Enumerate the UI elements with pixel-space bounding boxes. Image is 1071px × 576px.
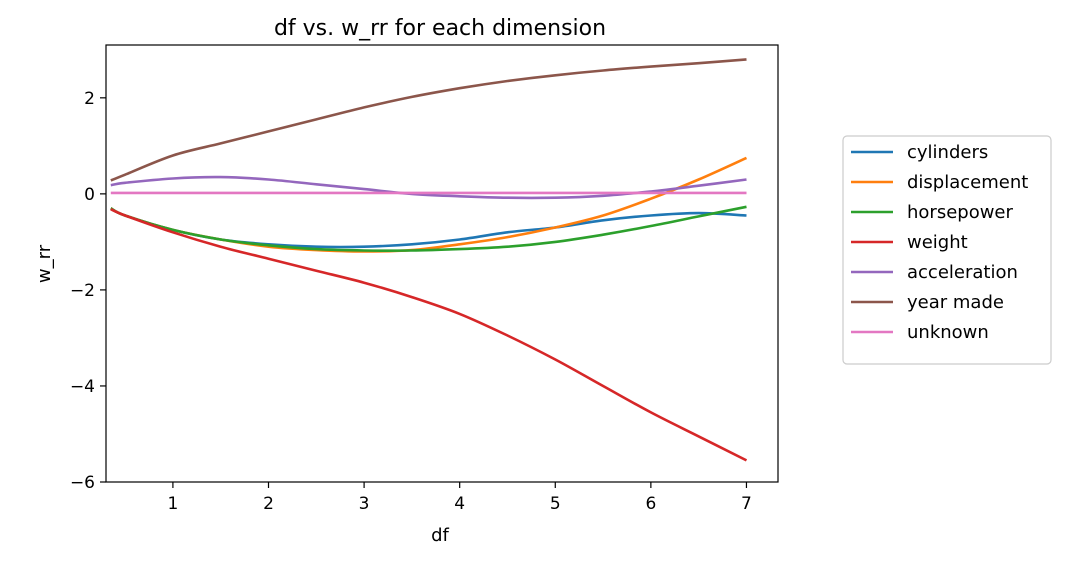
legend-label-year-made: year made — [907, 292, 1004, 313]
x-tick-label: 6 — [645, 494, 656, 514]
legend-label-acceleration: acceleration — [907, 262, 1018, 283]
plot-area: 1 2 3 4 5 6 7 −6 −4 −2 0 2 — [70, 44, 779, 514]
legend-box — [842, 135, 1052, 365]
series-line-weight — [110, 208, 748, 462]
axes-frame — [105, 44, 779, 483]
legend-label-weight: weight — [907, 232, 968, 253]
y-tick-label: −2 — [70, 281, 95, 301]
chart-title: df vs. w_rr for each dimension — [274, 16, 606, 41]
x-axis-label: df — [431, 525, 449, 546]
series-line-acceleration — [110, 175, 747, 200]
x-tick-label: 7 — [741, 494, 752, 514]
x-tick-label: 5 — [550, 494, 561, 514]
x-tick-label: 4 — [454, 494, 465, 514]
series-line-horsepower — [110, 205, 747, 253]
y-axis-label: w_rr — [34, 244, 55, 283]
y-tick-label: −6 — [70, 473, 95, 493]
y-tick-label: −4 — [70, 377, 95, 397]
x-tick-label: 2 — [263, 494, 274, 514]
legend-label-unknown: unknown — [907, 322, 989, 343]
x-tick-label: 1 — [167, 494, 178, 514]
x-tick-label: 3 — [359, 494, 370, 514]
legend: cylinders displacement horsepower weight acc… — [842, 135, 1052, 365]
y-tick-label: 2 — [84, 89, 95, 109]
legend-label-cylinders: cylinders — [907, 142, 988, 163]
y-tick-label: 0 — [84, 185, 95, 205]
series-line-year-made — [110, 58, 747, 182]
legend-label-displacement: displacement — [907, 172, 1028, 193]
series-line-cylinders — [110, 207, 747, 249]
legend-label-horsepower: horsepower — [907, 202, 1014, 223]
